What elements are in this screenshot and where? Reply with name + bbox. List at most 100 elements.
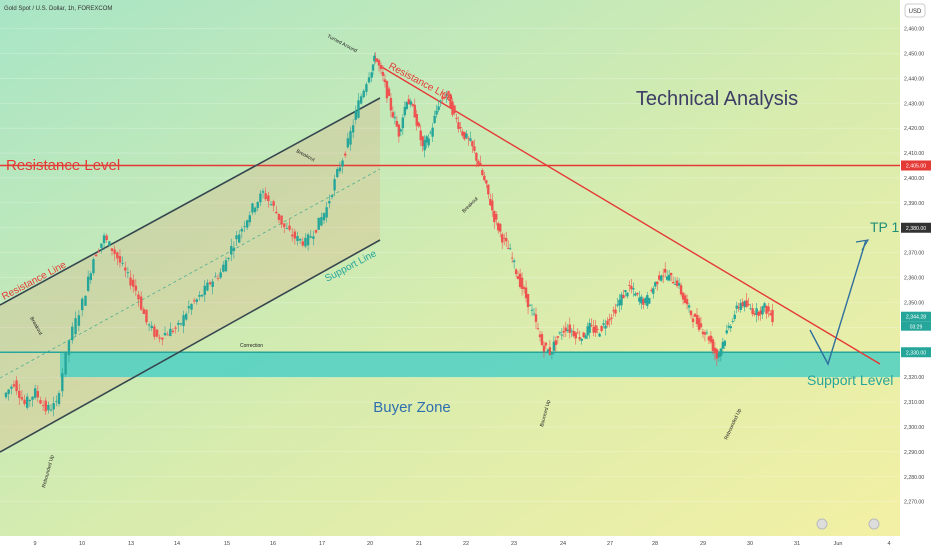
candle-body	[371, 64, 375, 71]
candle-body	[634, 293, 637, 296]
candle-body	[725, 330, 728, 334]
currency-button[interactable]	[904, 3, 926, 18]
candle-body	[80, 298, 84, 311]
candle-body	[200, 294, 204, 297]
candle-body	[36, 391, 39, 398]
candle-body	[459, 126, 462, 129]
candle-body	[275, 211, 278, 214]
candle-body	[389, 97, 393, 111]
candle-body	[230, 245, 233, 255]
candle-body	[413, 104, 416, 118]
candle-body	[192, 300, 196, 302]
candle-body	[665, 276, 669, 280]
candle-body	[116, 252, 119, 259]
price-tag	[901, 160, 931, 171]
x-tick-label: 9	[33, 541, 36, 547]
countdown-tag	[901, 321, 931, 331]
candle-body	[387, 88, 391, 96]
y-tick-label: 2,270.00	[904, 500, 924, 506]
candle-body	[566, 329, 569, 331]
candle-body	[683, 295, 687, 304]
candle-body	[169, 328, 172, 337]
candle-body	[415, 114, 418, 126]
candle-body	[626, 292, 629, 297]
candle-body	[431, 127, 434, 137]
candle-body	[564, 327, 568, 332]
candle-body	[240, 229, 244, 232]
currency-label: USD	[909, 9, 922, 15]
candle-body	[642, 299, 645, 305]
candle-body	[656, 281, 659, 285]
candle-body	[560, 334, 564, 336]
candle-body	[222, 264, 225, 272]
candle-body	[272, 201, 275, 206]
candle-body	[538, 334, 542, 338]
candle-body	[441, 96, 444, 100]
candle-body	[291, 234, 294, 237]
candle-body	[518, 273, 522, 288]
event-flag-icon[interactable]	[868, 518, 880, 530]
candle-body	[124, 267, 127, 271]
price-tag	[901, 347, 931, 358]
candle-body	[671, 281, 675, 284]
candle-body	[681, 292, 685, 300]
time-axis-panel	[0, 536, 932, 550]
candle-body	[445, 94, 448, 96]
candle-body	[628, 285, 631, 287]
candle-body	[723, 340, 727, 346]
candle-body	[357, 100, 360, 118]
candle-body	[532, 313, 536, 315]
candle-body	[691, 318, 695, 323]
countdown-label: 03:29	[910, 325, 923, 331]
candle-body	[504, 237, 508, 242]
candle-body	[739, 303, 742, 311]
candle-body	[370, 72, 373, 78]
candle-body	[447, 90, 450, 95]
candle-body	[309, 236, 312, 238]
event-flag-icon[interactable]	[816, 518, 828, 530]
candle-body	[4, 392, 8, 398]
candle-body	[18, 390, 21, 398]
plot-background	[0, 0, 900, 536]
candle-body	[425, 136, 428, 143]
candle-body	[729, 326, 732, 329]
descending-resistance-line	[379, 65, 881, 365]
candle-body	[594, 325, 597, 333]
candle-body	[689, 310, 693, 316]
x-tick-label: 30	[747, 541, 753, 547]
candle-body	[522, 287, 526, 290]
candle-body	[528, 304, 532, 306]
candle-body	[453, 105, 456, 114]
candle-body	[491, 200, 494, 211]
candle-body	[497, 223, 500, 231]
y-tick-label: 2,350.00	[904, 300, 924, 306]
candle-body	[338, 167, 342, 172]
candle-body	[256, 202, 259, 208]
candle-body	[570, 330, 573, 332]
candle-body	[190, 304, 193, 310]
candle-body	[385, 81, 389, 99]
candle-body	[499, 223, 502, 232]
candle-body	[235, 235, 238, 240]
tp-label: TP 1	[870, 219, 900, 235]
candle-body	[733, 314, 736, 319]
candle-body	[580, 338, 583, 341]
candle-body	[211, 281, 214, 288]
candle-body	[501, 234, 504, 243]
candle-body	[304, 237, 307, 247]
x-tick-label: 27	[607, 541, 613, 547]
candle-body	[158, 337, 161, 339]
candle-body	[592, 327, 595, 333]
candle-body	[163, 333, 167, 336]
candle-body	[638, 297, 641, 302]
candle-body	[578, 337, 581, 340]
candle-body	[610, 317, 613, 319]
candle-body	[574, 332, 577, 339]
x-tick-label: 14	[174, 541, 180, 547]
candle-body	[367, 77, 371, 83]
candle-body	[381, 71, 385, 76]
candle-body	[443, 97, 446, 99]
candle-body	[526, 293, 530, 308]
